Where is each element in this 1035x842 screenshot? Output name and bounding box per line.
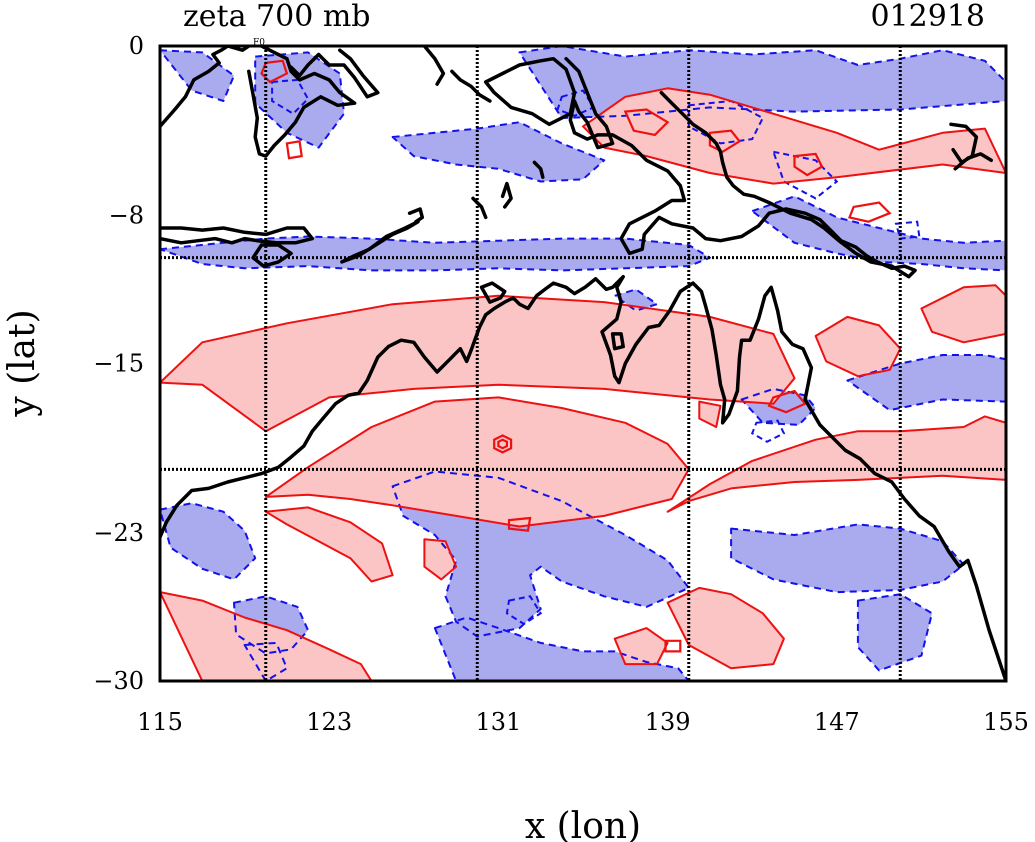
y-axis-label: y (lat) bbox=[2, 309, 43, 417]
coastline-13 bbox=[471, 196, 488, 220]
positive-region-contour-4 bbox=[264, 506, 394, 583]
x-tick-label-4: 147 bbox=[814, 708, 860, 736]
y-tick-label-0: 0 bbox=[129, 32, 144, 60]
coastline-12 bbox=[407, 207, 425, 224]
positive-contour-6 bbox=[623, 108, 670, 137]
coastline-16 bbox=[160, 274, 1006, 681]
positive-region-contour-0 bbox=[160, 294, 796, 433]
positive-region-contour-7 bbox=[920, 284, 1006, 344]
coastline-4 bbox=[450, 69, 492, 103]
coastline-1 bbox=[247, 46, 357, 158]
coastline-7 bbox=[949, 122, 979, 165]
negative-region-contour-5 bbox=[518, 46, 1006, 119]
coastline-6 bbox=[564, 56, 917, 279]
y-tick-label-1: −8 bbox=[109, 201, 144, 229]
positive-contour-4 bbox=[260, 59, 289, 84]
negative-region-fill-3 bbox=[160, 50, 234, 101]
negative-region-fill-8 bbox=[160, 503, 256, 580]
coastline-9 bbox=[160, 226, 315, 245]
lat-lon-gridlines bbox=[160, 46, 1006, 681]
positive-region-contour-9 bbox=[423, 538, 458, 581]
negative-region-fill-2 bbox=[392, 122, 605, 182]
negative-region-contour-6 bbox=[391, 470, 690, 638]
positive-region-contour-10 bbox=[613, 627, 669, 666]
negative-region-contour-15 bbox=[243, 641, 288, 681]
coastline-18 bbox=[610, 332, 625, 351]
x-tick-label-0: 115 bbox=[137, 708, 183, 736]
y-tick-label-3: −23 bbox=[93, 519, 144, 547]
positive-contour-0 bbox=[493, 434, 513, 454]
positive-region-contour-6 bbox=[814, 315, 902, 378]
negative-region-contour-7 bbox=[433, 616, 690, 681]
coastline-2 bbox=[289, 48, 380, 99]
negative-contour-2 bbox=[271, 78, 310, 115]
y-tick-labels: 0 −8 −15 −23 −30 bbox=[93, 32, 144, 695]
coastline-8 bbox=[953, 152, 993, 171]
x-tick-label-1: 123 bbox=[306, 708, 352, 736]
coastlines bbox=[160, 46, 1006, 681]
negative-region-fill-0 bbox=[160, 236, 710, 271]
negative-region-fill-1 bbox=[752, 196, 1006, 271]
positive-region-contour-5 bbox=[666, 415, 1006, 513]
negative-region-contour-8 bbox=[160, 502, 257, 581]
station-marker-label: F0 bbox=[253, 38, 265, 48]
negative-vorticity-fills bbox=[160, 46, 1006, 681]
negative-region-fill-10 bbox=[731, 524, 964, 593]
negative-region-fill-14 bbox=[614, 289, 657, 311]
positive-contour-2 bbox=[767, 389, 807, 414]
positive-region-contour-11 bbox=[698, 400, 722, 428]
x-tick-labels: 115 123 131 139 147 155 bbox=[137, 708, 1029, 736]
negative-region-fill-7 bbox=[434, 617, 689, 681]
positive-contour-9 bbox=[664, 639, 682, 653]
negative-region-contour-1 bbox=[751, 195, 1006, 272]
x-tick-label-3: 139 bbox=[645, 708, 691, 736]
y-tick-label-2: −15 bbox=[93, 350, 144, 378]
positive-region-fill-6 bbox=[815, 316, 901, 377]
positive-contour-8 bbox=[793, 152, 824, 177]
positive-region-fill-3 bbox=[160, 592, 372, 681]
positive-contour-10 bbox=[507, 516, 532, 532]
x-tick-label-2: 131 bbox=[475, 708, 521, 736]
negative-region-contour-2 bbox=[391, 121, 606, 183]
negative-contour-4 bbox=[505, 595, 543, 626]
positive-region-fill-4 bbox=[265, 507, 393, 582]
map-title: zeta 700 mb bbox=[183, 0, 371, 34]
coastline-5 bbox=[483, 56, 577, 127]
positive-contour-5 bbox=[285, 140, 303, 160]
negative-vorticity-contours bbox=[160, 46, 1006, 681]
x-axis-label: x (lon) bbox=[525, 806, 641, 842]
plot-area bbox=[160, 46, 1006, 681]
negative-region-contour-12 bbox=[846, 354, 1006, 412]
negative-contour-1 bbox=[771, 150, 839, 200]
coastline-17 bbox=[479, 281, 507, 304]
positive-region-fill-1 bbox=[265, 397, 689, 527]
negative-region-contour-9 bbox=[233, 595, 309, 655]
plot-frame bbox=[158, 44, 1008, 683]
positive-region-contour-2 bbox=[582, 87, 1006, 185]
positive-region-contour-8 bbox=[666, 586, 785, 670]
positive-region-contour-3 bbox=[160, 591, 373, 681]
positive-region-fill-10 bbox=[614, 628, 668, 665]
negative-contour-3 bbox=[556, 89, 596, 117]
negative-contour-5 bbox=[750, 419, 786, 443]
positive-contour-1 bbox=[497, 438, 508, 450]
map-timestamp: 012918 bbox=[870, 0, 985, 34]
coastline-3 bbox=[422, 46, 446, 86]
negative-contour-6 bbox=[894, 220, 921, 240]
positive-region-fill-7 bbox=[921, 285, 1006, 343]
coastline-15 bbox=[532, 160, 545, 179]
positive-contour-7 bbox=[708, 129, 742, 154]
x-tick-label-5: 155 bbox=[983, 708, 1029, 736]
y-tick-label-4: −30 bbox=[93, 667, 144, 695]
negative-region-fill-13 bbox=[857, 594, 932, 671]
coastline-14 bbox=[500, 181, 513, 209]
positive-region-fill-5 bbox=[667, 416, 1006, 512]
negative-region-contour-4 bbox=[254, 51, 345, 149]
positive-vorticity-contours bbox=[160, 59, 1006, 681]
positive-contour-3 bbox=[847, 201, 892, 223]
